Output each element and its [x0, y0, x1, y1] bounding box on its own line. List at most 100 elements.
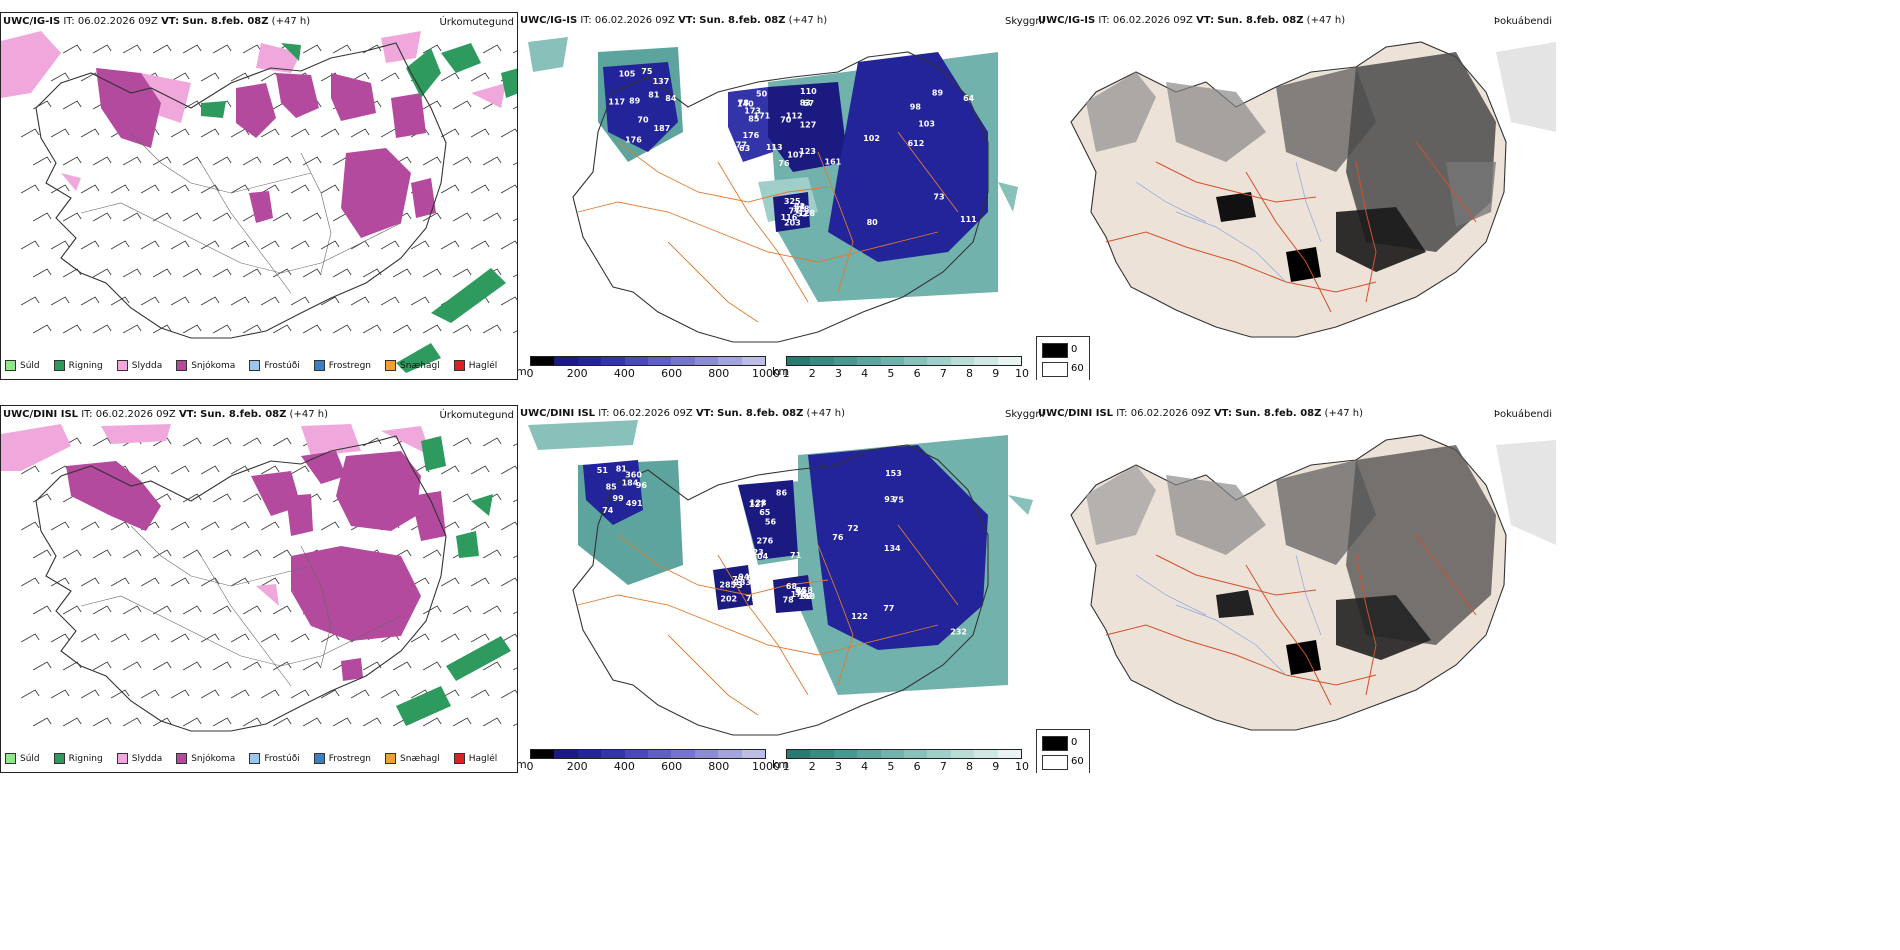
wind-barb: [200, 128, 220, 138]
legend-swatch: [453, 753, 465, 764]
wind-barb: [212, 661, 232, 671]
wind-barb: [242, 156, 262, 166]
wind-barb: [362, 324, 382, 334]
wind-barb: [32, 324, 52, 334]
colorbar-segment: [601, 357, 625, 365]
rigning-areas: [201, 43, 517, 373]
wind-barb: [380, 689, 400, 699]
colorbar-segment: [974, 750, 998, 758]
colorbar-segment: [810, 357, 834, 365]
colorbar-segment: [624, 750, 649, 758]
wind-barb: [440, 633, 460, 643]
legend-item: Haglél: [453, 360, 498, 371]
wind-barb: [152, 717, 172, 727]
legend-item: Rigning: [53, 360, 103, 371]
wind-barb: [80, 72, 100, 82]
wind-barb: [500, 128, 517, 138]
legend-item: Frostregn: [313, 360, 372, 371]
visibility-value: 73: [732, 581, 743, 590]
wind-barb: [50, 633, 70, 643]
wind-barb: [212, 268, 232, 278]
wind-barb: [152, 212, 172, 222]
colorbar-segment: [694, 357, 719, 365]
wind-barb: [92, 324, 112, 334]
colorbar-tick: 800: [708, 760, 730, 773]
wind-barb: [380, 240, 400, 250]
wind-barb: [242, 324, 262, 334]
wind-barb: [470, 128, 490, 138]
wind-barb: [290, 465, 310, 475]
wind-barb: [50, 577, 70, 587]
visibility-value: 52: [796, 209, 807, 218]
wind-barb: [62, 156, 82, 166]
visibility-panel-row1: UWC/IG-IS IT: 06.02.2026 09Z VT: Sun. 8.…: [518, 12, 1036, 380]
wind-barb: [20, 184, 40, 194]
visibility-value-labels: 99 127 134 202 85 74 86 75 94 59 51 71 76 64 175 184 104…: [597, 464, 967, 636]
wind-barb: [152, 324, 172, 334]
visibility-value-labels: 70 140 127 80 54 176 50 67 89 128 105 113 70 64 77 81 63…: [608, 67, 977, 228]
visibility-value: 84: [665, 94, 677, 103]
wind-barb: [122, 324, 142, 334]
colorbar-segment: [974, 357, 998, 365]
slydda-areas: [1, 31, 506, 191]
wind-barb: [80, 184, 100, 194]
wind-barb: [152, 44, 172, 54]
visibility-value: 78: [738, 98, 750, 107]
visibility-value: 128: [793, 205, 810, 214]
wind-barb: [20, 128, 40, 138]
legend-swatch: [249, 360, 261, 371]
visibility-value: 103: [918, 120, 935, 129]
legend-label: Súld: [20, 360, 40, 371]
wind-barb: [260, 184, 280, 194]
wind-barb: [110, 633, 130, 643]
visibility-value: 64: [963, 94, 975, 103]
wind-barb: [92, 44, 112, 54]
legend-swatch: [385, 360, 397, 371]
colorbar-tick: 9: [992, 760, 1000, 773]
wind-barb: [80, 577, 100, 587]
wind-barb: [110, 689, 130, 699]
wind-barb: [80, 128, 100, 138]
legend-item: Slydda: [116, 360, 162, 371]
wind-barb: [242, 493, 262, 503]
wind-barb: [362, 268, 382, 278]
wind-barb: [92, 661, 112, 671]
wind-barb: [170, 689, 190, 699]
colorbar-segment: [671, 357, 695, 365]
wind-barb: [110, 240, 130, 250]
wind-barb: [500, 577, 517, 587]
wind-barb: [362, 661, 382, 671]
colorbar-tick: 1000: [752, 367, 780, 380]
wind-barb: [422, 605, 442, 615]
wind-barb: [92, 437, 112, 447]
legend-label: Frostregn: [328, 360, 372, 371]
colorbar-tick: 0: [526, 760, 534, 773]
wind-barb: [242, 717, 262, 727]
colorbar-segment: [997, 750, 1022, 758]
wind-barb: [140, 240, 160, 250]
legend-swatch: [5, 753, 16, 764]
legend-item: Haglél: [453, 753, 497, 764]
wind-barb: [92, 212, 112, 222]
visibility-panel-row2: UWC/DINI ISL IT: 06.02.2026 09Z VT: Sun.…: [518, 405, 1036, 773]
visibility-value: 202: [720, 594, 737, 603]
vis-m-colorbar: m 0 200 400 600 800 1000: [518, 749, 780, 773]
visibility-value: 76: [778, 159, 790, 168]
colorbar-segment: [648, 750, 672, 758]
wind-barb: [62, 717, 82, 727]
wind-barb: [422, 661, 442, 671]
wind-barb: [440, 184, 460, 194]
legend-label: Haglél: [468, 360, 498, 371]
wind-barb: [200, 633, 220, 643]
wind-barb: [62, 212, 82, 222]
wind-barb: [332, 324, 352, 334]
wind-barb: [452, 605, 472, 615]
visibility-value: 89: [629, 97, 641, 106]
legend-label: Súld: [20, 753, 40, 764]
wind-barb: [440, 72, 460, 82]
wind-barb: [302, 717, 322, 727]
wind-barb: [410, 240, 430, 250]
wind-barb: [50, 72, 70, 82]
wind-barb: [152, 268, 172, 278]
visibility-value: 77: [883, 604, 894, 613]
